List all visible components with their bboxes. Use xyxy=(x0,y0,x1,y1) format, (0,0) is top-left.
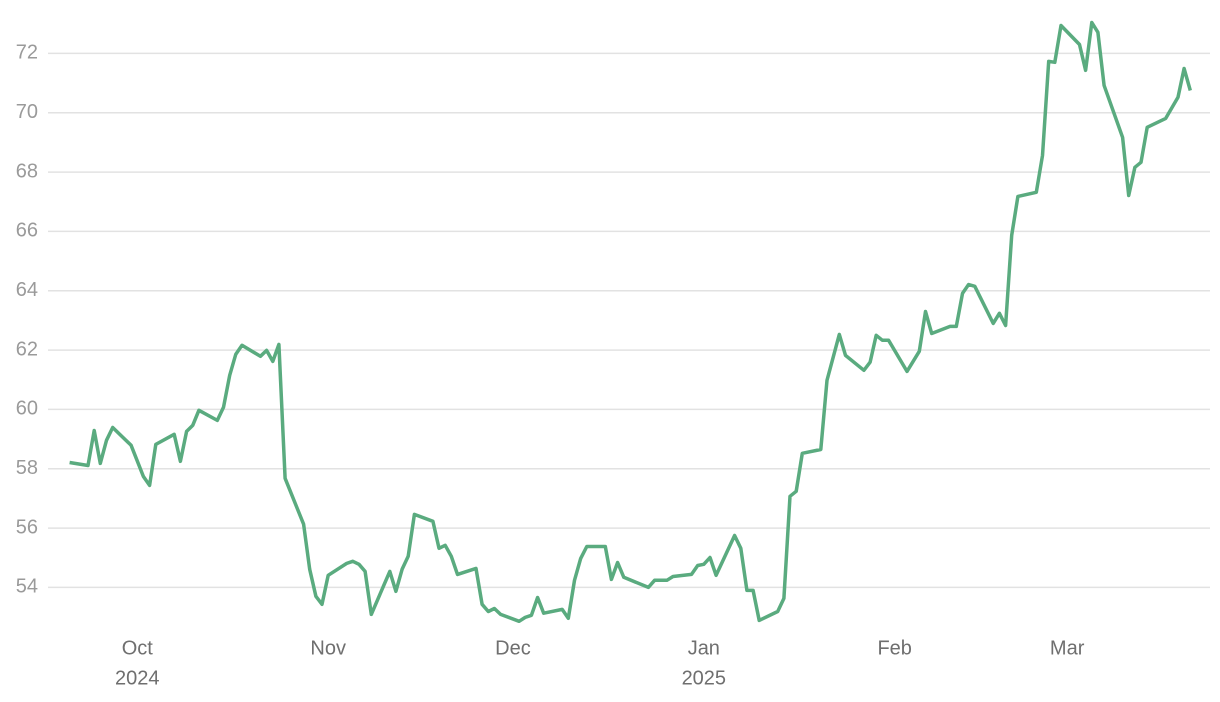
x-tick-label: Dec xyxy=(495,637,531,659)
y-tick-label: 62 xyxy=(16,338,38,360)
y-tick-label: 58 xyxy=(16,457,38,479)
x-tick-label: Nov xyxy=(310,637,346,659)
y-tick-label: 72 xyxy=(16,42,38,64)
y-tick-label: 54 xyxy=(16,576,38,598)
y-tick-label: 70 xyxy=(16,101,38,123)
x-tick-label: Jan xyxy=(688,637,720,659)
y-tick-label: 56 xyxy=(16,516,38,538)
x-tick-year: 2024 xyxy=(115,667,160,689)
x-tick-label: Oct xyxy=(122,637,154,659)
x-tick-year: 2025 xyxy=(682,667,727,689)
series-line xyxy=(69,20,1192,624)
y-tick-label: 64 xyxy=(16,279,38,301)
y-tick-label: 66 xyxy=(16,220,38,242)
x-tick-label: Feb xyxy=(877,637,911,659)
y-tick-label: 60 xyxy=(16,398,38,420)
y-tick-label: 68 xyxy=(16,160,38,182)
x-tick-label: Mar xyxy=(1050,637,1085,659)
